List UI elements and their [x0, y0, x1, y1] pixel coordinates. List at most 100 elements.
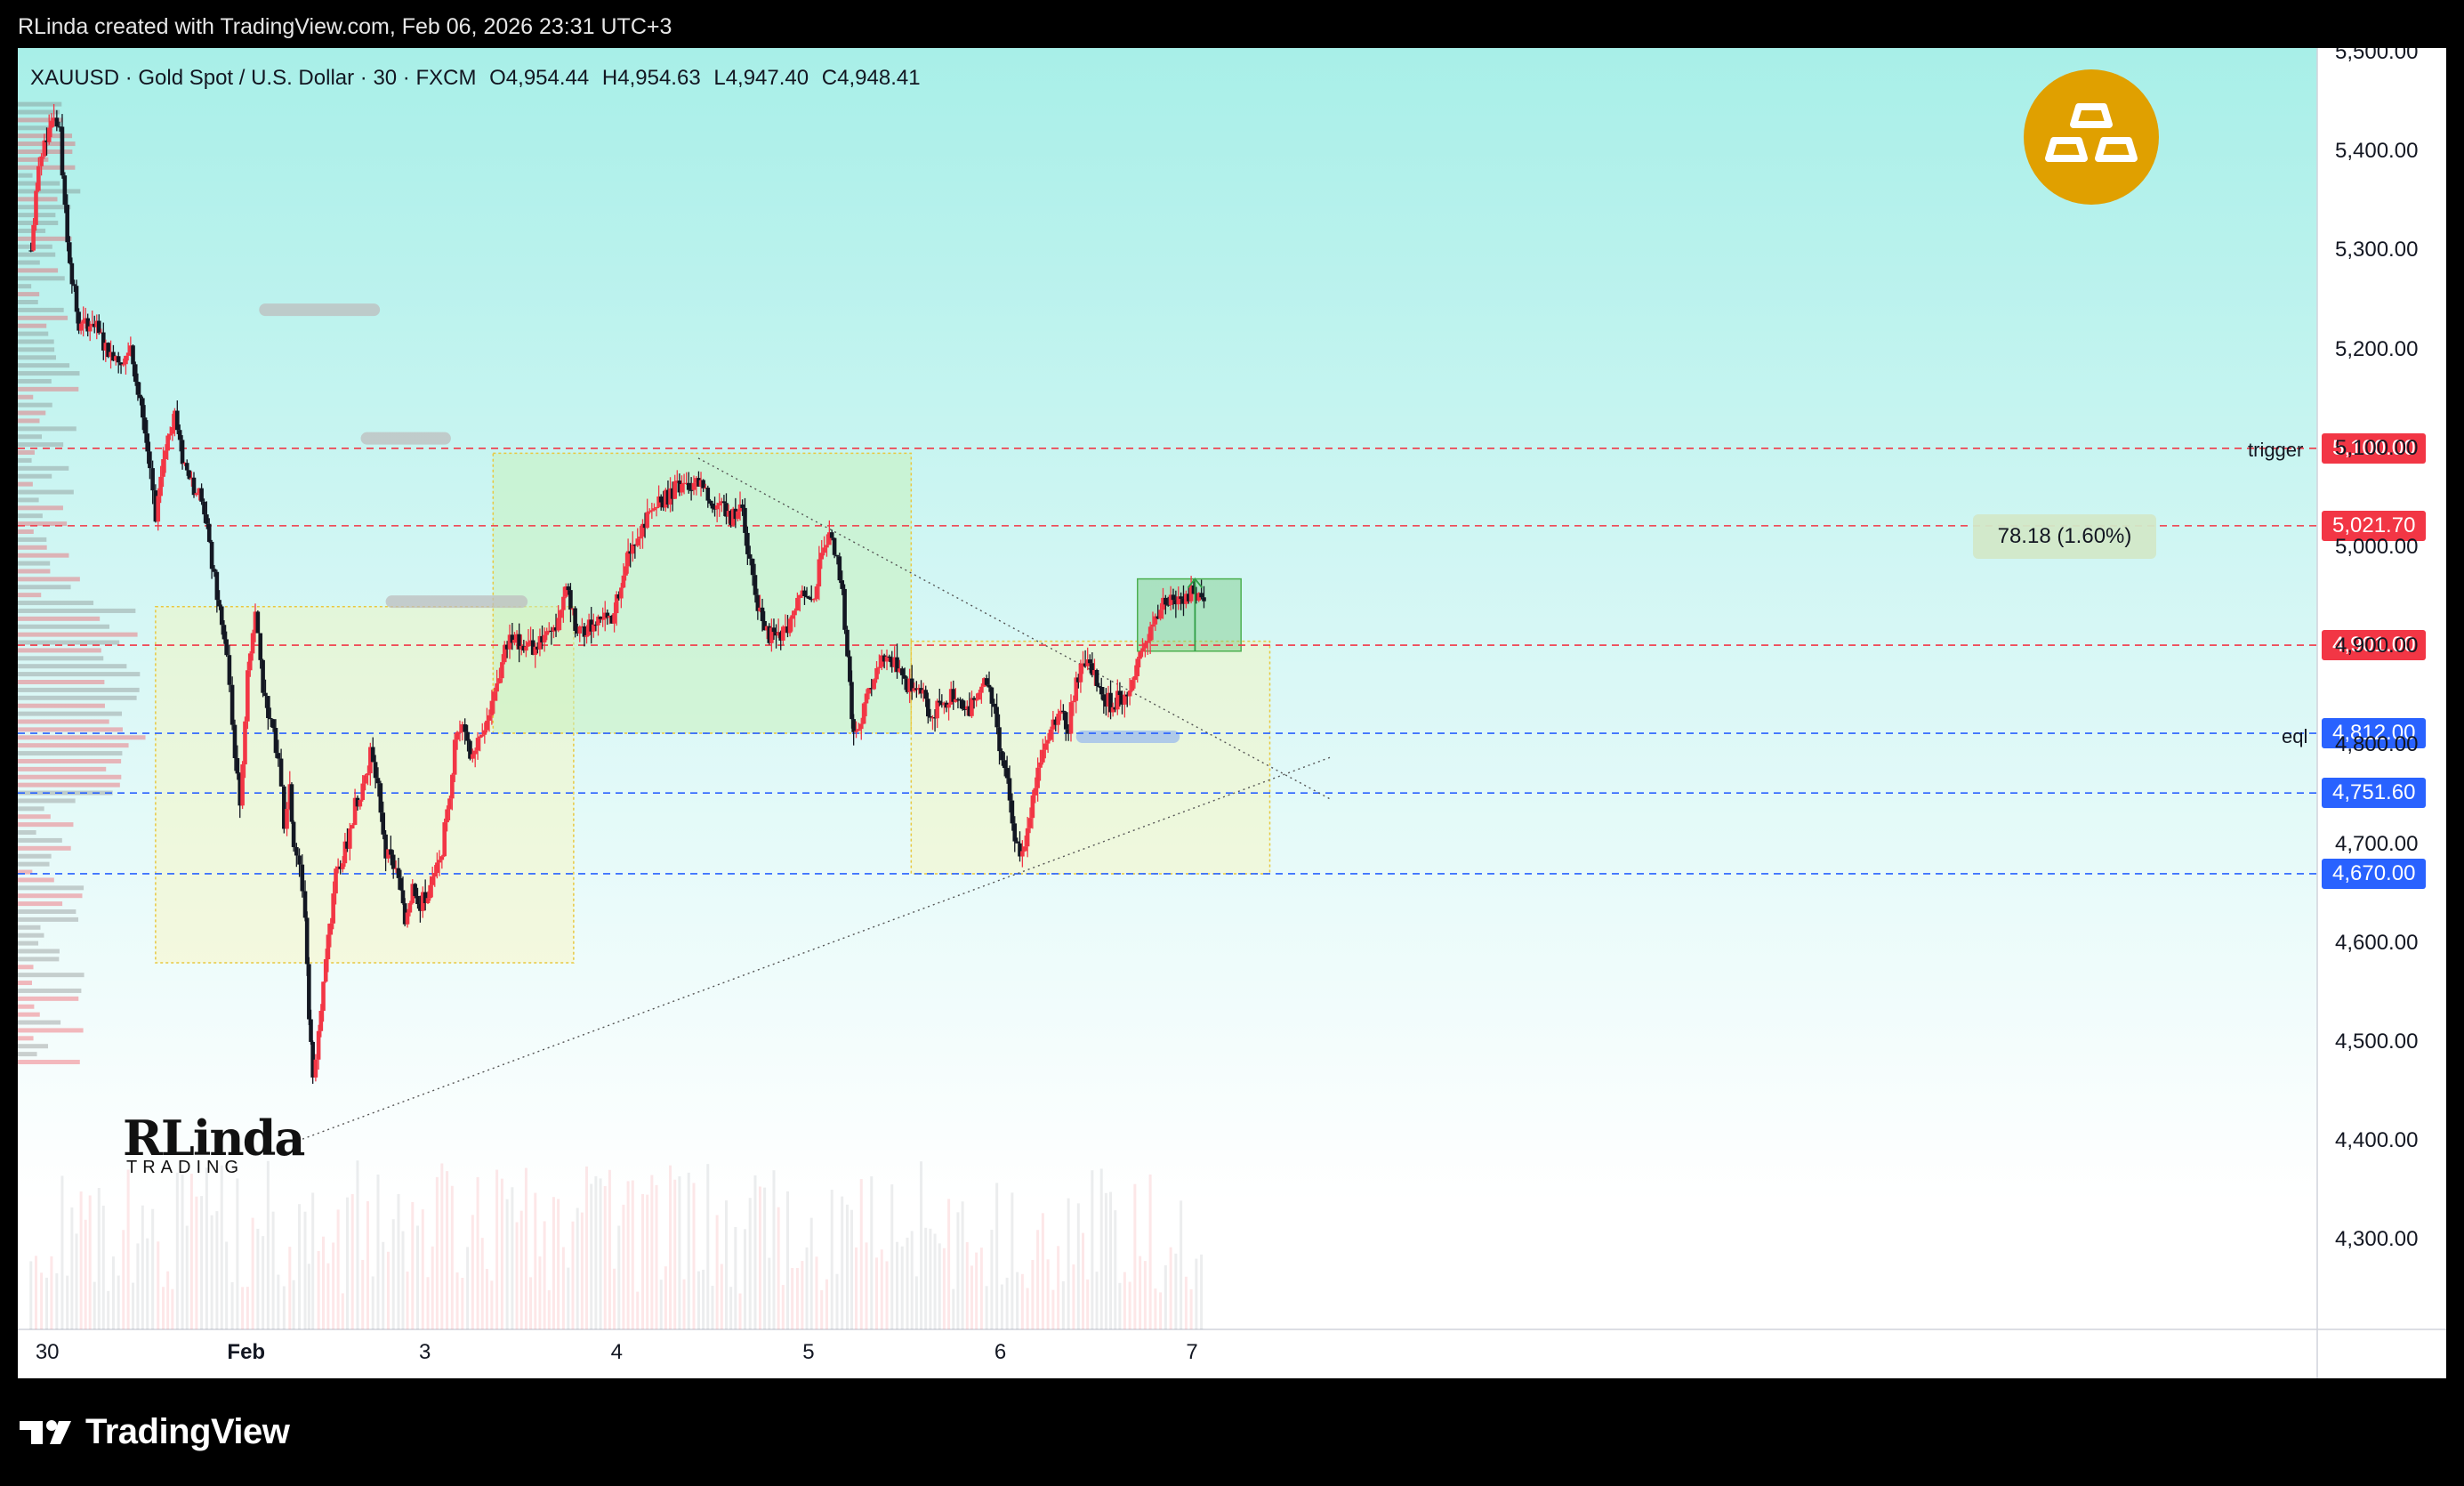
- candle-body: [977, 692, 981, 700]
- volume-profile-row: [18, 529, 34, 534]
- volume-bar: [505, 1199, 509, 1329]
- candle-body: [313, 1059, 318, 1078]
- candle-body: [413, 884, 417, 896]
- volume-bar: [933, 1233, 937, 1329]
- candle-body: [745, 532, 750, 554]
- volume-profile-row: [18, 1020, 61, 1025]
- volume-bar: [262, 1236, 265, 1329]
- candle-body: [916, 688, 922, 691]
- price-tick-label: 5,300.00: [2335, 238, 2419, 262]
- chart-panel[interactable]: XAUUSD · Gold Spot / U.S. Dollar · 30 · …: [18, 48, 2446, 1378]
- candle-body: [1022, 846, 1027, 852]
- candle-body: [942, 702, 946, 706]
- volume-bar: [401, 1231, 405, 1329]
- candle-body: [822, 547, 826, 553]
- candle-body: [125, 352, 131, 356]
- trigger-tag: trigger: [2248, 439, 2304, 461]
- trendline: [297, 756, 1332, 1142]
- volume-bar: [594, 1175, 598, 1329]
- candle-body: [1068, 702, 1074, 734]
- volume-bar: [659, 1280, 663, 1329]
- volume-bar: [924, 1227, 928, 1329]
- candle-body: [425, 898, 431, 903]
- candle-body: [350, 825, 355, 829]
- volume-bar: [870, 1175, 874, 1329]
- candle-body: [778, 632, 784, 641]
- candle-body: [740, 504, 745, 508]
- candle-body: [475, 738, 480, 751]
- candle-body: [762, 621, 767, 631]
- volume-bar: [952, 1288, 955, 1329]
- volume-bar: [189, 1173, 193, 1329]
- candle-body: [720, 501, 724, 504]
- volume-profile-row: [18, 450, 35, 456]
- candle-body: [141, 398, 145, 418]
- candle-body: [556, 618, 560, 631]
- volume-bar: [111, 1256, 115, 1329]
- candle-body: [568, 590, 573, 610]
- volume-bar: [805, 1247, 809, 1329]
- volume-bar: [84, 1219, 87, 1329]
- volume-profile-row: [18, 101, 62, 107]
- candle-body: [1168, 594, 1173, 605]
- candle-body: [1038, 762, 1043, 768]
- volume-bar: [547, 1290, 551, 1329]
- volume-bar: [748, 1198, 752, 1329]
- volume-bar: [416, 1225, 420, 1329]
- volume-bar: [1118, 1282, 1122, 1329]
- candle-body: [1025, 828, 1030, 847]
- candle-body: [958, 699, 962, 701]
- candle-body: [114, 356, 118, 361]
- volume-bar: [356, 1160, 359, 1329]
- candle-body: [450, 774, 455, 799]
- price-level-tag: 5,100.00: [2322, 432, 2427, 464]
- candle-body: [698, 480, 704, 487]
- volume-bar: [256, 1228, 260, 1329]
- volume-bar: [282, 1286, 286, 1329]
- volume-bar: [29, 1261, 33, 1329]
- volume-bar: [220, 1165, 223, 1329]
- candle-body: [243, 721, 247, 765]
- price-chart[interactable]: [18, 48, 2446, 1378]
- volume-bar: [758, 1186, 761, 1329]
- symbol-legend: XAUUSD · Gold Spot / U.S. Dollar · 30 · …: [30, 66, 921, 91]
- candle-body: [109, 351, 113, 358]
- candle-body: [294, 847, 299, 856]
- candle-body: [946, 704, 951, 708]
- candle-body: [247, 653, 253, 671]
- candle-body: [930, 717, 935, 719]
- candle-body: [837, 556, 842, 581]
- volume-bar: [801, 1261, 804, 1329]
- candle-body: [1153, 616, 1158, 625]
- candle-body: [747, 553, 753, 559]
- volume-bar: [122, 1230, 125, 1329]
- candle-body: [423, 892, 428, 903]
- candle-body: [570, 608, 576, 610]
- volume-profile-row: [18, 973, 85, 978]
- volume-bar: [391, 1219, 395, 1329]
- candle-body: [1165, 604, 1171, 606]
- volume-profile-row: [18, 814, 51, 820]
- candle-body: [302, 891, 308, 918]
- volume-bar: [1005, 1277, 1009, 1329]
- candle-body: [197, 488, 202, 494]
- price-level-tag: 5,021.70: [2322, 510, 2427, 541]
- volume-profile-row: [18, 457, 32, 463]
- candle-body: [153, 490, 158, 522]
- candle-body: [258, 633, 263, 660]
- candle-body: [1056, 714, 1060, 725]
- candle-body: [640, 523, 645, 537]
- volume-bar: [466, 1247, 470, 1329]
- candle-body: [1194, 594, 1199, 601]
- volume-bar: [914, 1276, 918, 1329]
- candle-body: [559, 610, 563, 618]
- volume-bar: [1200, 1254, 1204, 1329]
- volume-bar: [729, 1287, 733, 1329]
- volume-bar: [382, 1241, 385, 1329]
- candle-body: [142, 417, 148, 434]
- volume-bar: [1086, 1279, 1090, 1329]
- volume-bar: [251, 1217, 254, 1329]
- candle-body: [1110, 707, 1115, 713]
- volume-profile-row: [18, 553, 69, 558]
- candle-body: [378, 783, 383, 813]
